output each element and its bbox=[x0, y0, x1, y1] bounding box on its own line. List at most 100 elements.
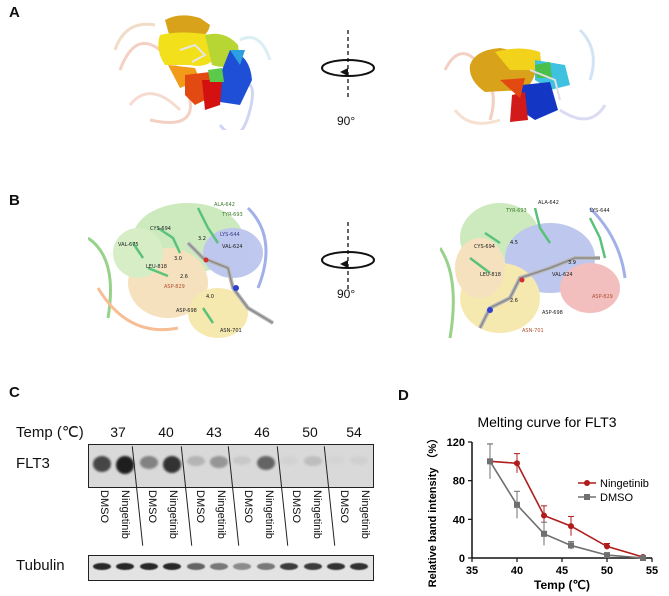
residue-label: ASN-701 bbox=[220, 328, 242, 334]
protein-surface-image-a-left bbox=[110, 10, 280, 130]
lane-label: Ningetinib bbox=[215, 490, 227, 539]
flt3-band bbox=[233, 456, 252, 465]
y-tick-label: 40 bbox=[453, 514, 465, 526]
residue-label: ASP-829 bbox=[164, 284, 185, 290]
distance-label: 3.0 bbox=[174, 256, 182, 262]
chart-title: Melting curve for FLT3 bbox=[477, 414, 616, 430]
lane-label: Ningetinib bbox=[119, 490, 131, 539]
flt3-band bbox=[139, 456, 158, 469]
residue-label: LEU-818 bbox=[146, 264, 167, 270]
rotation-arrow-b bbox=[318, 222, 378, 292]
tubulin-blot bbox=[88, 555, 374, 581]
flt3-band bbox=[93, 456, 111, 472]
residue-label: ASN-701 bbox=[522, 328, 544, 334]
flt3-band bbox=[163, 456, 182, 473]
tubulin-band bbox=[210, 563, 228, 570]
panel-label-b: B bbox=[9, 192, 20, 209]
tubulin-band bbox=[139, 563, 158, 570]
rotation-angle-b: 90° bbox=[337, 287, 356, 301]
lane-label: Ningetinib bbox=[263, 490, 275, 539]
legend-marker bbox=[584, 480, 590, 486]
data-point bbox=[604, 543, 610, 550]
rotation-angle-a: 90° bbox=[337, 114, 356, 128]
residue-label: ASP-698 bbox=[542, 310, 563, 316]
lane-label: DMSO bbox=[338, 490, 350, 523]
flt3-band bbox=[350, 456, 369, 465]
data-point bbox=[514, 501, 520, 508]
lane-label: Ningetinib bbox=[167, 490, 179, 539]
temp-value: 37 bbox=[110, 424, 126, 440]
residue-label: LEU-818 bbox=[480, 272, 501, 278]
tubulin-band bbox=[303, 563, 322, 570]
flt3-band bbox=[256, 456, 275, 470]
residue-label: ASP-698 bbox=[176, 308, 197, 314]
flt3-band bbox=[210, 456, 228, 468]
tubulin-band bbox=[186, 563, 205, 570]
flt3-band bbox=[327, 456, 345, 465]
temp-value: 46 bbox=[254, 424, 270, 440]
lane-label: Ningetinib bbox=[311, 490, 323, 539]
temp-value: 43 bbox=[206, 424, 222, 440]
residue-label: LYS-644 bbox=[590, 208, 610, 214]
legend-marker bbox=[584, 494, 590, 500]
residue-label: VAL-624 bbox=[552, 272, 573, 278]
blot-row-label-flt3: FLT3 bbox=[16, 455, 50, 472]
docking-pose-image-b-left: ALA-642 TYR-693 CYS-694 LYS-644 VAL-624 … bbox=[88, 198, 288, 340]
x-tick-label: 55 bbox=[646, 565, 658, 577]
data-point bbox=[541, 512, 547, 519]
legend-label: DMSO bbox=[600, 492, 633, 504]
temp-value: 54 bbox=[346, 424, 362, 440]
y-tick-label: 0 bbox=[459, 553, 465, 565]
x-tick-label: 35 bbox=[466, 565, 478, 577]
data-point bbox=[568, 523, 574, 530]
tubulin-band bbox=[327, 563, 345, 570]
flt3-band bbox=[280, 456, 299, 465]
tubulin-band bbox=[350, 563, 369, 570]
residue-label: VAL-624 bbox=[222, 244, 243, 250]
flt3-band bbox=[303, 456, 322, 466]
data-point bbox=[568, 542, 574, 549]
temp-value: 40 bbox=[158, 424, 174, 440]
data-point bbox=[487, 458, 493, 465]
y-tick-label: 80 bbox=[453, 476, 465, 488]
lane-label: DMSO bbox=[146, 490, 158, 523]
lane-label: Ningetinib bbox=[359, 490, 371, 539]
docking-pose-image-b-right: TYR-693 ALA-642 LYS-644 CYS-694 LEU-818 … bbox=[440, 198, 630, 346]
distance-label: 3.2 bbox=[198, 236, 206, 242]
residue-label: TYR-693 bbox=[506, 208, 527, 214]
lane-label: DMSO bbox=[290, 490, 302, 523]
distance-label: 4.5 bbox=[510, 240, 518, 246]
y-tick-label: 120 bbox=[447, 437, 465, 449]
residue-label: CYS-694 bbox=[474, 244, 495, 250]
temp-value: 50 bbox=[302, 424, 318, 440]
x-tick-label: 45 bbox=[556, 565, 568, 577]
distance-label: 2.6 bbox=[510, 298, 518, 304]
tubulin-band bbox=[163, 563, 182, 570]
lane-label: DMSO bbox=[242, 490, 254, 523]
series-line-dmso bbox=[489, 460, 644, 559]
data-point bbox=[640, 555, 646, 561]
data-point bbox=[541, 530, 547, 537]
tubulin-band bbox=[93, 563, 111, 570]
protein-surface-image-a-right bbox=[440, 10, 610, 140]
data-point bbox=[604, 552, 610, 559]
rotation-arrow-a bbox=[318, 30, 378, 100]
residue-label: VAL-675 bbox=[118, 242, 139, 248]
residue-label: LYS-644 bbox=[220, 232, 240, 238]
flt3-band bbox=[186, 456, 205, 466]
series-line-ningetinib bbox=[489, 460, 644, 558]
residue-label: ALA-642 bbox=[214, 202, 235, 208]
residue-label: ALA-642 bbox=[538, 200, 559, 206]
lane-label: DMSO bbox=[194, 490, 206, 523]
tubulin-band bbox=[280, 563, 299, 570]
distance-label: 2.6 bbox=[180, 274, 188, 280]
residue-label: CYS-694 bbox=[150, 226, 171, 232]
panel-label-a: A bbox=[9, 4, 20, 21]
flt3-band bbox=[116, 456, 135, 474]
y-axis-label: Relative band intensity （%） bbox=[426, 433, 439, 588]
tubulin-band bbox=[116, 563, 135, 570]
tubulin-band bbox=[256, 563, 275, 570]
residue-label: TYR-693 bbox=[222, 212, 243, 218]
x-tick-label: 40 bbox=[511, 565, 523, 577]
x-tick-label: 50 bbox=[601, 565, 613, 577]
